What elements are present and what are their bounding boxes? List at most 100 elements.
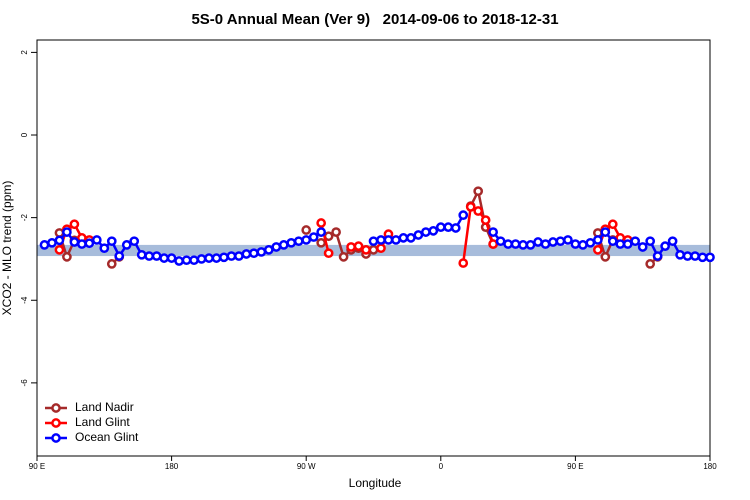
data-point (62, 252, 72, 262)
data-point (525, 240, 536, 250)
data-point (585, 237, 596, 248)
data-point (361, 245, 371, 255)
y-axis-label: XCO2 - MLO trend (ppm) (0, 181, 14, 316)
data-point (39, 240, 50, 250)
data-point (376, 243, 386, 254)
data-point (607, 219, 618, 230)
data-point (84, 238, 95, 249)
data-point (346, 242, 356, 252)
legend-swatch-marker (51, 403, 61, 413)
legend-label: Land Nadir (75, 400, 134, 414)
data-point (121, 240, 132, 250)
data-point (114, 251, 125, 261)
data-point (144, 251, 155, 261)
data-point (293, 236, 304, 247)
data-point (540, 239, 551, 249)
data-point (129, 236, 140, 247)
data-point (151, 251, 162, 261)
data-point (54, 245, 65, 255)
x-tick-label: 180 (165, 462, 179, 471)
data-point (622, 239, 633, 249)
data-point (473, 206, 484, 216)
data-point (465, 202, 476, 212)
data-point (316, 218, 327, 228)
x-tick-label: 90 E (567, 462, 583, 471)
data-point (570, 239, 581, 249)
data-point (166, 253, 177, 263)
data-point (458, 258, 469, 268)
data-point (62, 227, 72, 237)
data-point (308, 232, 319, 242)
data-point (99, 243, 110, 254)
data-point (159, 253, 169, 263)
legend-label: Ocean Glint (75, 430, 139, 444)
data-point (450, 223, 461, 233)
data-point (278, 240, 289, 250)
data-point (286, 237, 297, 248)
data-point (174, 256, 184, 266)
data-point (136, 249, 147, 260)
data-point (271, 242, 282, 252)
data-point (189, 255, 199, 266)
legend-swatch-marker (51, 433, 61, 443)
data-point (652, 251, 663, 261)
data-point (518, 240, 528, 250)
data-point (368, 236, 379, 247)
x-tick-label: 90 E (29, 462, 45, 471)
data-point (106, 236, 117, 247)
legend-swatch-marker (51, 418, 61, 428)
data-point (249, 248, 259, 259)
x-axis-label: Longitude (349, 476, 402, 490)
data-point (615, 239, 626, 249)
data-point (383, 235, 394, 245)
data-point (592, 245, 603, 255)
data-point (219, 252, 229, 263)
data-point (353, 241, 364, 251)
data-point (376, 235, 386, 245)
data-point (181, 255, 192, 266)
data-point (488, 239, 498, 249)
data-point (630, 236, 641, 247)
data-point (667, 236, 678, 247)
data-point (435, 222, 446, 232)
plot-frame (36, 39, 711, 457)
data-point (637, 242, 648, 252)
y-tick-label: -2 (20, 214, 29, 222)
data-point (338, 252, 349, 262)
data-point (697, 252, 708, 263)
data-point (563, 235, 573, 245)
data-point (510, 239, 521, 249)
data-point (645, 236, 656, 247)
chart-title: 5S-0 Annual Mean (Ver 9) 2014-09-06 to 2… (191, 11, 558, 28)
data-point (241, 249, 252, 259)
data-point (398, 233, 409, 243)
data-point (234, 251, 244, 261)
y-tick-label: -6 (20, 379, 29, 387)
data-point (106, 259, 117, 269)
data-point (256, 247, 267, 257)
x-tick-label: 90 W (297, 462, 316, 471)
data-point (480, 215, 491, 225)
data-point (488, 227, 498, 237)
data-point (47, 237, 57, 248)
data-point (69, 219, 80, 230)
legend-label: Land Glint (75, 415, 130, 429)
data-point (391, 235, 401, 245)
data-point (91, 235, 102, 245)
y-tick-label: -4 (20, 296, 29, 304)
data-point (211, 253, 222, 263)
y-tick-label: 0 (20, 132, 29, 137)
data-point (420, 227, 431, 237)
data-point (578, 240, 588, 250)
data-point (682, 251, 693, 261)
data-point (413, 230, 424, 240)
data-point (592, 235, 603, 245)
data-point (226, 251, 237, 261)
x-tick-label: 180 (703, 462, 717, 471)
data-point (443, 222, 454, 232)
data-point (69, 237, 80, 247)
y-tick-label: 2 (20, 50, 29, 55)
data-point (331, 227, 341, 237)
data-point (660, 241, 670, 251)
